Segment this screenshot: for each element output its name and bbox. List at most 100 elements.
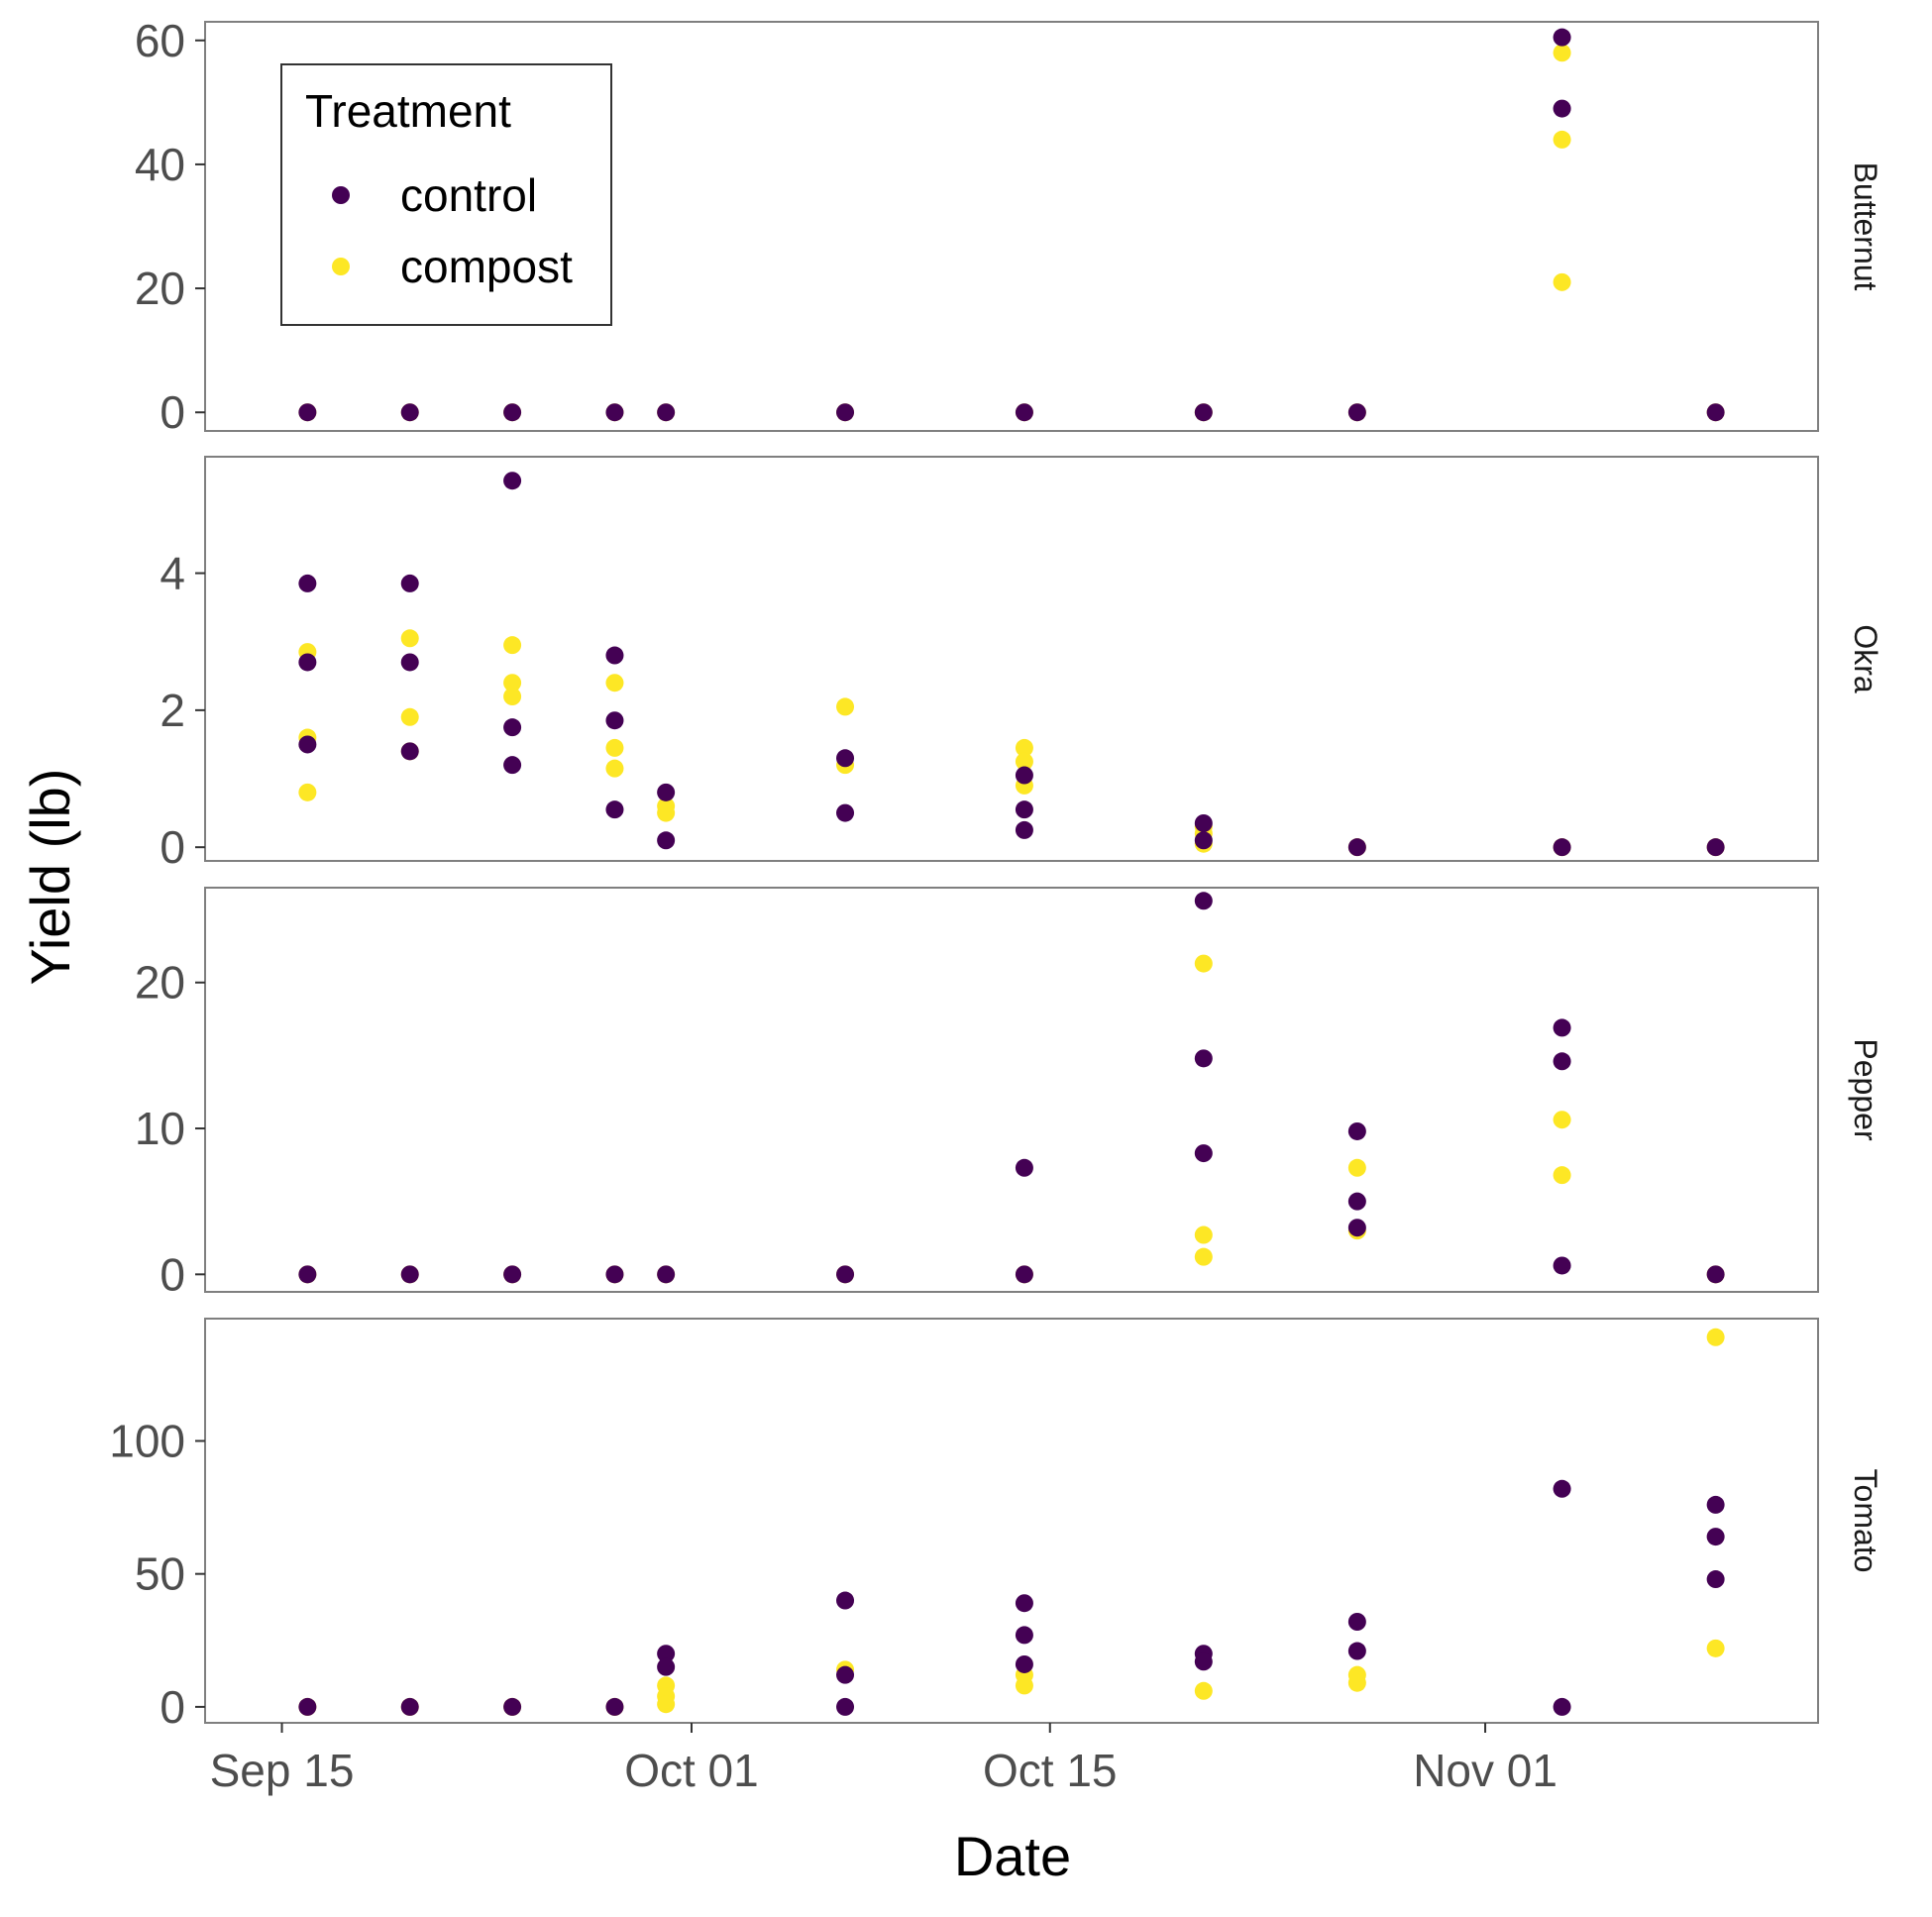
x-tick-label: Oct 15 (983, 1745, 1118, 1796)
data-point-control (1553, 1052, 1571, 1071)
data-point-control (400, 574, 419, 592)
panel-pepper: 0 10 20 Pepper (135, 887, 1883, 1300)
y-tick-label: 0 (160, 386, 185, 438)
legend: Treatment control compost (280, 63, 612, 326)
data-point-control (1347, 1121, 1366, 1140)
data-point-compost (1706, 1328, 1725, 1346)
data-point-control (1553, 1479, 1571, 1498)
panel-border (204, 887, 1819, 1293)
data-point-control (400, 1265, 419, 1284)
data-point-compost (836, 697, 855, 716)
y-tick-label: 40 (135, 139, 185, 190)
data-point-control (1194, 1144, 1213, 1163)
data-point-control (503, 718, 522, 737)
data-point-control (1706, 1528, 1725, 1546)
data-point-control (1015, 403, 1033, 422)
data-point-control (1553, 1256, 1571, 1275)
y-tick-label: 10 (135, 1103, 185, 1154)
data-point-compost (1194, 1247, 1213, 1266)
data-point-control (836, 1665, 855, 1684)
data-point-control (1347, 1219, 1366, 1237)
data-point-control (1015, 1626, 1033, 1645)
data-point-control (605, 800, 624, 819)
data-point-control (1194, 892, 1213, 910)
data-point-control (657, 403, 676, 422)
data-point-control (503, 1265, 522, 1284)
data-point-control (605, 1265, 624, 1284)
y-tick-label: 20 (135, 263, 185, 314)
data-point-compost (1015, 1676, 1033, 1695)
y-tick-label: 100 (109, 1415, 185, 1466)
data-point-control (503, 403, 522, 422)
data-point-compost (400, 629, 419, 648)
facet-strip-label: Pepper (1848, 1038, 1883, 1141)
data-point-compost (400, 707, 419, 726)
data-point-control (298, 1697, 317, 1716)
data-point-compost (657, 1695, 676, 1714)
data-point-compost (1347, 1673, 1366, 1692)
data-point-control (605, 711, 624, 730)
x-axis: Sep 15 Oct 01 Oct 15 Nov 01 (210, 1723, 1557, 1796)
data-point-compost (1706, 1639, 1725, 1657)
data-point-control (1553, 1018, 1571, 1037)
facet-strip-label: Tomato (1848, 1469, 1883, 1573)
data-point-control (605, 403, 624, 422)
data-point-control (1015, 800, 1033, 819)
data-point-compost (503, 688, 522, 706)
y-tick-label: 50 (135, 1548, 185, 1600)
data-point-control (1194, 813, 1213, 832)
data-point-compost (1553, 130, 1571, 149)
x-tick-label: Oct 01 (624, 1745, 759, 1796)
data-point-control (836, 1265, 855, 1284)
data-point-control (836, 1591, 855, 1610)
panel-border (204, 456, 1819, 862)
facet-strip-label: Butternut (1848, 162, 1883, 291)
data-point-compost (605, 759, 624, 778)
data-point-compost (605, 738, 624, 757)
legend-label-control: control (400, 169, 537, 221)
data-point-control (400, 1697, 419, 1716)
data-point-control (1706, 1265, 1725, 1284)
data-point-control (836, 749, 855, 768)
data-point-control (1706, 838, 1725, 857)
data-point-control (1553, 1697, 1571, 1716)
series-control (298, 28, 1725, 422)
series-control (298, 1479, 1725, 1716)
panel-okra: 0 2 4 Okra (160, 456, 1883, 873)
x-tick-label: Nov 01 (1413, 1745, 1557, 1796)
data-point-compost (1553, 44, 1571, 62)
data-point-control (1347, 1192, 1366, 1211)
y-axis-title: Yield (lb) (19, 769, 81, 986)
data-point-control (1194, 1652, 1213, 1671)
data-point-control (298, 403, 317, 422)
data-point-compost (1015, 738, 1033, 757)
data-point-control (298, 735, 317, 754)
data-point-control (605, 1697, 624, 1716)
data-point-control (503, 756, 522, 775)
data-point-control (1194, 831, 1213, 850)
legend-key-control (332, 186, 350, 204)
data-point-compost (503, 674, 522, 692)
data-point-control (836, 1697, 855, 1716)
data-point-compost (657, 803, 676, 822)
facet-strip-label: Okra (1848, 624, 1883, 693)
data-point-control (836, 403, 855, 422)
data-point-control (1553, 99, 1571, 118)
data-point-compost (1015, 752, 1033, 771)
data-point-control (657, 1265, 676, 1284)
y-tick-label: 0 (160, 1248, 185, 1300)
data-point-control (1553, 28, 1571, 47)
data-point-control (503, 472, 522, 490)
y-tick-label: 20 (135, 957, 185, 1009)
data-point-compost (1194, 1225, 1213, 1244)
data-point-control (1015, 1265, 1033, 1284)
data-point-compost (1194, 1681, 1213, 1700)
facet-panels: 0 20 40 60 Butternut 0 2 4 Okra 0 10 20 Pepper 0 50 100… (109, 15, 1883, 1733)
data-point-control (1347, 838, 1366, 857)
data-point-control (400, 742, 419, 761)
legend-label-compost: compost (400, 241, 573, 292)
data-point-control (605, 646, 624, 665)
data-point-control (657, 1645, 676, 1663)
data-point-control (657, 1657, 676, 1676)
